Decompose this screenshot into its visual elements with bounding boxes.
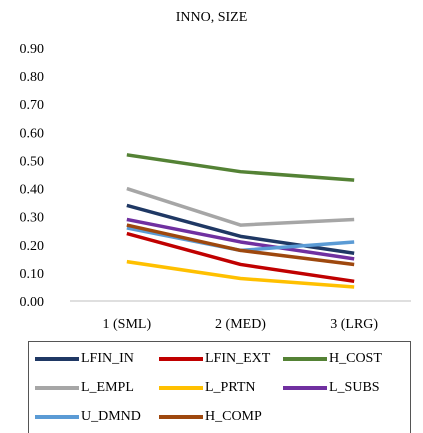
series-line-l-prtn xyxy=(126,259,355,289)
y-tick-label: 0.10 xyxy=(20,267,45,282)
legend-label: L_PRTN xyxy=(205,380,256,395)
series-line-l-subs xyxy=(126,217,355,261)
chart-title: INNO, SIZE xyxy=(175,10,248,25)
y-tick-label: 0.20 xyxy=(20,239,45,254)
legend-label: H_COMP xyxy=(205,409,262,424)
legend-item: H_COST xyxy=(283,348,382,370)
legend-label: H_COST xyxy=(329,351,382,366)
y-tick-label: 0.40 xyxy=(20,183,45,198)
y-tick-label: 0.60 xyxy=(20,126,45,141)
legend-label: LFIN_EXT xyxy=(205,351,271,366)
legend-item: L_PRTN xyxy=(159,377,256,399)
x-tick-label: 1 (SML) xyxy=(103,317,152,332)
line-chart: 0.00 0.10 0.20 0.30 0.40 0.50 0.60 0.70 0.80 0.90… xyxy=(20,42,411,332)
series-line-lfin-in xyxy=(126,203,355,255)
legend-swatch xyxy=(283,386,327,390)
series-line-h-comp xyxy=(126,223,355,267)
legend: LFIN_IN LFIN_EXT H_COST L_EMPL L_PRTN L_SUBS U… xyxy=(28,341,411,433)
y-tick-label: 0.90 xyxy=(20,42,45,57)
legend-swatch xyxy=(35,415,79,419)
legend-item: L_EMPL xyxy=(35,377,134,399)
legend-item: LFIN_EXT xyxy=(159,348,270,370)
legend-item: H_COMP xyxy=(159,406,262,428)
y-tick-label: 0.70 xyxy=(20,98,45,113)
legend-label: LFIN_IN xyxy=(81,351,134,366)
legend-item: LFIN_IN xyxy=(35,348,134,370)
y-tick-label: 0.30 xyxy=(20,211,45,226)
y-tick-label: 0.80 xyxy=(20,70,45,85)
y-tick-label: 0.00 xyxy=(20,295,45,310)
legend-item: U_DMND xyxy=(35,406,141,428)
x-tick-label: 3 (LRG) xyxy=(330,317,378,332)
legend-swatch xyxy=(35,386,79,390)
legend-swatch xyxy=(159,415,203,419)
legend-swatch xyxy=(35,357,79,361)
series-line-l-empl xyxy=(126,186,355,227)
legend-item: L_SUBS xyxy=(283,377,380,399)
x-tick-label: 2 (MED) xyxy=(215,317,266,332)
legend-swatch xyxy=(159,386,203,390)
legend-swatch xyxy=(283,357,327,361)
series-line-lfin-ext xyxy=(126,231,355,284)
legend-swatch xyxy=(159,357,203,361)
series-line-h-cost xyxy=(126,153,355,182)
legend-label: L_SUBS xyxy=(329,380,380,395)
legend-label: L_EMPL xyxy=(81,380,134,395)
legend-label: U_DMND xyxy=(81,409,141,424)
y-tick-label: 0.50 xyxy=(20,154,45,169)
